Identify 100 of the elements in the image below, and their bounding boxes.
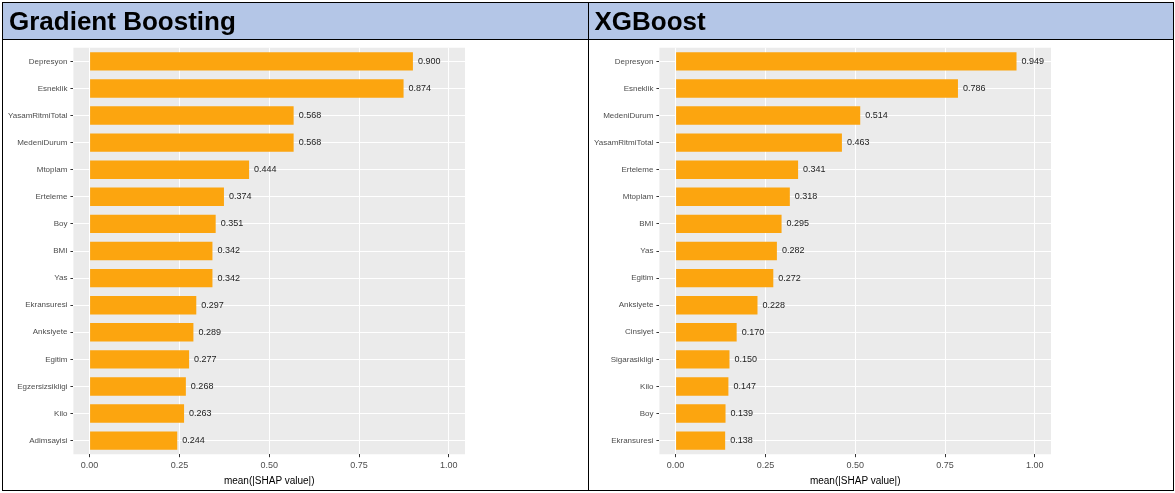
- y-tick-label: Egzersizsikligi: [17, 381, 68, 391]
- data-label: 0.318: [794, 191, 817, 202]
- y-tick-label: Erteleme: [35, 192, 68, 202]
- data-label: 0.138: [729, 435, 753, 446]
- y-tick-label: Esneklik: [623, 83, 654, 93]
- y-tick-label: Adimsayisi: [29, 435, 68, 445]
- bar: [675, 377, 728, 396]
- x-tick-label: 0.25: [170, 460, 189, 471]
- y-tick-label: Esneklik: [37, 83, 69, 93]
- bar: [675, 404, 726, 423]
- bar: [90, 377, 186, 396]
- y-tick-label: Ekransuresi: [610, 435, 654, 445]
- y-tick-label: Anksiyete: [32, 327, 68, 337]
- x-tick-label: 0.50: [845, 460, 864, 471]
- y-tick-label: Sigarasikligi: [610, 354, 654, 364]
- bar: [90, 404, 185, 423]
- bar: [90, 214, 216, 234]
- y-tick-label: YasamRitmiTotal: [593, 137, 654, 147]
- bar: [90, 160, 250, 179]
- y-tick-label: Mtoplam: [36, 164, 68, 174]
- data-label: 0.150: [733, 353, 757, 364]
- y-tick-label: YasamRitmiTotal: [8, 110, 68, 120]
- data-label: 0.139: [730, 408, 753, 419]
- bar: [675, 241, 777, 261]
- data-label: 0.282: [781, 245, 804, 256]
- data-label: 0.342: [217, 272, 240, 283]
- data-label: 0.147: [732, 380, 756, 391]
- bar: [675, 133, 842, 152]
- bar: [90, 268, 213, 288]
- data-label: 0.244: [182, 435, 205, 446]
- x-axis-title: mean(|SHAP value|): [223, 474, 315, 486]
- bar: [90, 79, 404, 98]
- data-label: 0.341: [802, 164, 826, 175]
- data-label: 0.263: [189, 408, 212, 419]
- data-label: 0.568: [298, 110, 322, 121]
- data-label: 0.463: [846, 137, 869, 148]
- bar: [675, 52, 1017, 71]
- bar: [675, 323, 737, 342]
- x-tick-label: 0.75: [935, 460, 954, 471]
- bar: [675, 268, 773, 288]
- bar: [675, 295, 757, 315]
- y-tick-label: Egitim: [45, 354, 68, 364]
- bar: [90, 350, 190, 369]
- bar: [675, 106, 860, 125]
- data-label: 0.342: [217, 245, 240, 256]
- data-label: 0.900: [417, 55, 441, 66]
- y-tick-label: Yas: [639, 246, 653, 256]
- bar: [90, 431, 178, 450]
- bar: [675, 187, 790, 207]
- bar: [675, 431, 725, 450]
- data-label: 0.786: [962, 82, 985, 93]
- y-tick-label: Cinsiyet: [624, 327, 654, 337]
- bar: [675, 214, 782, 234]
- x-tick-label: 0.50: [260, 460, 278, 471]
- y-tick-label: MedeniDurum: [602, 110, 654, 120]
- y-tick-label: BMI: [53, 246, 68, 256]
- x-tick-label: 1.00: [1025, 460, 1044, 471]
- x-tick-label: 0.75: [350, 460, 368, 471]
- y-tick-label: Mtoplam: [622, 192, 654, 202]
- data-label: 0.874: [408, 82, 432, 93]
- data-label: 0.295: [786, 218, 809, 229]
- chart-title: Gradient Boosting: [3, 3, 588, 40]
- data-label: 0.444: [254, 164, 277, 175]
- y-tick-label: Depresyon: [28, 56, 68, 66]
- data-label: 0.272: [777, 272, 801, 283]
- data-label: 0.514: [864, 110, 888, 121]
- bar: [90, 52, 413, 71]
- y-tick-label: Erteleme: [620, 164, 654, 174]
- bar: [90, 241, 213, 261]
- bar: [675, 160, 798, 179]
- data-label: 0.297: [201, 299, 224, 310]
- x-tick-label: 1.00: [440, 460, 458, 471]
- bar: [90, 106, 294, 125]
- data-label: 0.277: [194, 353, 217, 364]
- data-label: 0.268: [190, 380, 214, 391]
- data-label: 0.568: [298, 137, 322, 148]
- x-tick-label: 0.00: [666, 460, 684, 471]
- bar: [90, 133, 294, 152]
- bar: [675, 79, 958, 98]
- bar: [90, 295, 197, 315]
- y-tick-label: Yas: [54, 273, 68, 283]
- y-tick-label: MedeniDurum: [17, 137, 68, 147]
- x-tick-label: 0.25: [756, 460, 774, 471]
- bar: [90, 187, 224, 207]
- y-tick-label: Ekransuresi: [25, 300, 68, 310]
- y-tick-label: Kilo: [54, 408, 68, 418]
- y-tick-label: Egitim: [630, 273, 654, 283]
- chart-title: XGBoost: [588, 3, 1173, 40]
- y-tick-label: Anksiyete: [618, 300, 654, 310]
- bar: [90, 323, 194, 342]
- data-label: 0.374: [228, 191, 252, 202]
- data-label: 0.170: [741, 326, 764, 337]
- y-tick-label: Boy: [53, 219, 68, 229]
- x-axis-title: mean(|SHAP value|): [809, 474, 901, 486]
- y-tick-label: BMI: [638, 219, 653, 229]
- data-label: 0.351: [220, 218, 244, 229]
- bar: [675, 350, 729, 369]
- y-tick-label: Kilo: [639, 381, 654, 391]
- data-label: 0.949: [1021, 55, 1044, 66]
- y-tick-label: Depresyon: [614, 56, 653, 66]
